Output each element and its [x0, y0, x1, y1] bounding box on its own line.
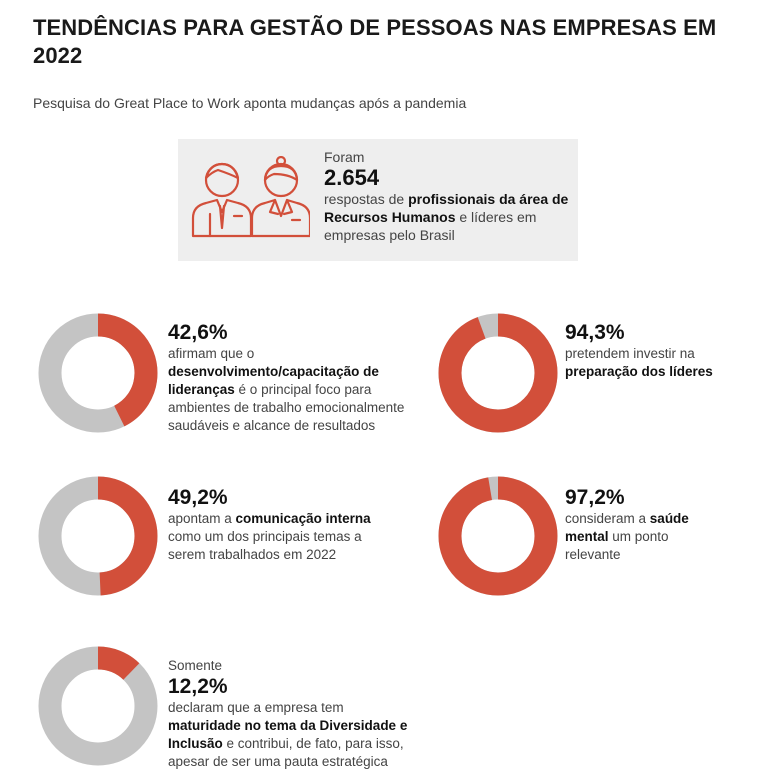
description-text: e contribui, de fato, para isso, apesar …	[168, 736, 404, 769]
respondents-number: 2.654	[324, 165, 380, 190]
hr-professionals-icon	[191, 156, 310, 238]
page-subtitle: Pesquisa do Great Place to Work aponta m…	[33, 95, 467, 111]
description-text: é o principal foco para ambientes de tra…	[168, 382, 405, 433]
value-label: 97,2%	[565, 486, 625, 509]
respondents-pre: Foram	[324, 149, 365, 165]
donut-value-slice	[38, 646, 158, 766]
donut-chart-4	[438, 476, 558, 596]
donut-description-1: 42,6% afirmam que o desenvolvimento/capac…	[168, 321, 418, 435]
donut-description-2: 94,3% pretendem investir na preparação do…	[565, 321, 745, 381]
donut-chart-3	[38, 476, 158, 596]
donut-description-3: 49,2% apontam a comunicação interna como …	[168, 486, 378, 564]
description-text: apontam a	[168, 511, 236, 526]
description-bold: preparação dos líderes	[565, 364, 713, 379]
description-text: como um dos principais temas a serem tra…	[168, 529, 362, 562]
respondents-text: Foram 2.654 respostas de profissionais d…	[324, 148, 574, 244]
description-text: um ponto relevante	[565, 529, 669, 562]
description-bold: comunicação interna	[235, 511, 371, 526]
donut-value-slice	[438, 476, 558, 596]
respondents-box: Foram 2.654 respostas de profissionais d…	[178, 139, 578, 261]
value-label: 94,3%	[565, 321, 625, 344]
description-bold: saúde mental	[565, 511, 689, 544]
respondents-text-1: respostas de	[324, 191, 409, 207]
value-label: 49,2%	[168, 486, 228, 509]
respondents-bold: profissionais da área de Recursos Humano…	[324, 191, 569, 225]
description-bold: desenvolvimento/capacitação de liderança…	[168, 364, 379, 397]
description-text: afirmam que o	[168, 346, 255, 361]
donut-chart-1	[38, 313, 158, 433]
description-text: pretendem investir na	[565, 346, 695, 361]
value-label: 42,6%	[168, 321, 228, 344]
donut-description-4: 97,2% consideram a saúde mental um ponto …	[565, 486, 695, 564]
description-text: declaram que a empresa tem	[168, 700, 344, 715]
page-title: TENDÊNCIAS PARA GESTÃO DE PESSOAS NAS EM…	[33, 15, 717, 68]
donut-chart-2	[438, 313, 558, 433]
donut-value-slice	[38, 313, 158, 433]
description-text: consideram a	[565, 511, 650, 526]
donut-value-slice	[38, 476, 158, 596]
donut-description-5: Somente 12,2% declaram que a empresa tem m…	[168, 657, 408, 771]
value-label: 12,2%	[168, 675, 228, 698]
donut-remainder-slice	[38, 646, 158, 766]
description-bold: maturidade no tema da Diversidade e Incl…	[168, 718, 408, 751]
respondents-text-2: e líderes em empresas pelo Brasil	[324, 209, 537, 243]
donut-chart-5	[38, 646, 158, 766]
description-pre: Somente	[168, 658, 223, 673]
donut-value-slice	[438, 313, 558, 433]
